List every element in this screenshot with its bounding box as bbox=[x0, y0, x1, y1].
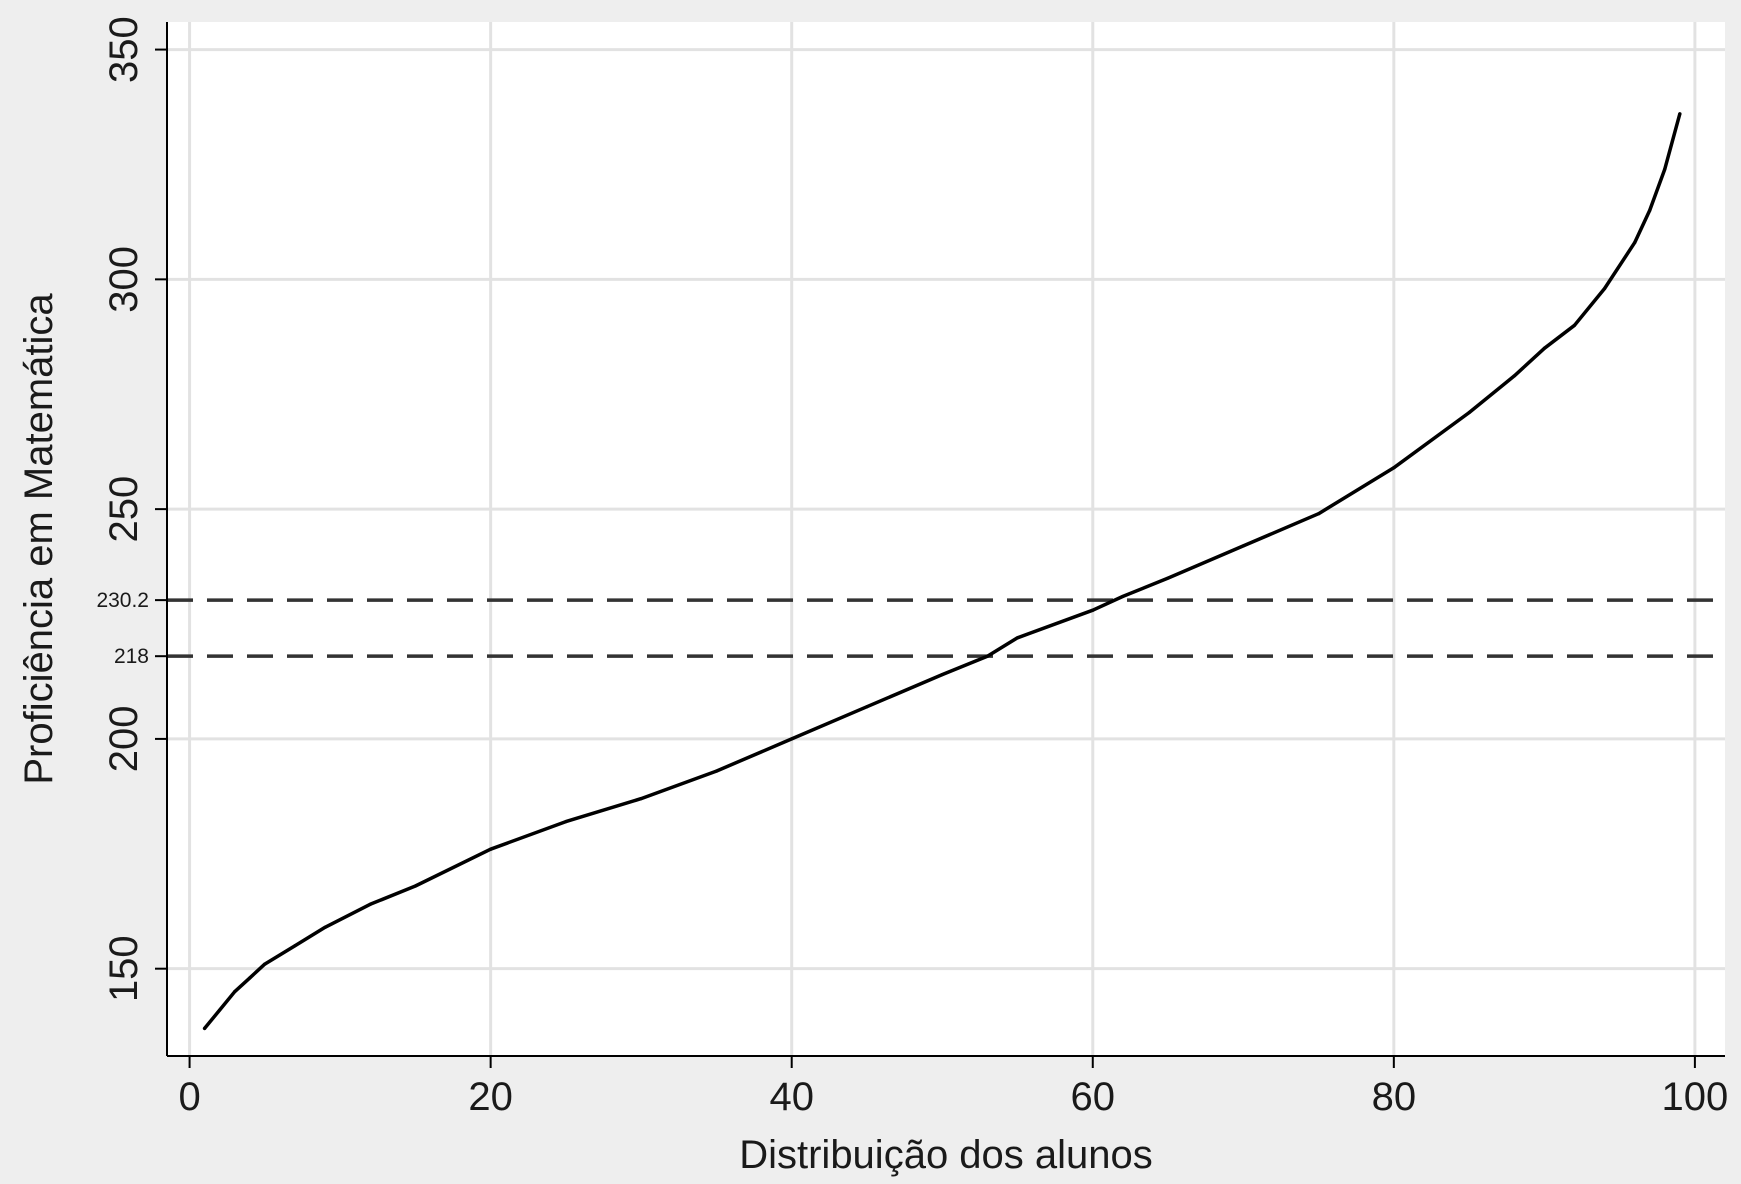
data-point bbox=[1121, 594, 1125, 599]
reference-lines bbox=[167, 598, 1725, 658]
data-point bbox=[1015, 636, 1020, 640]
x-tick-label: 80 bbox=[1372, 1075, 1417, 1119]
data-point bbox=[985, 654, 989, 658]
data-point bbox=[564, 820, 568, 824]
data-point bbox=[413, 884, 417, 888]
data-point bbox=[940, 672, 944, 677]
data-point bbox=[323, 925, 327, 929]
data-point bbox=[1633, 240, 1637, 245]
data-point bbox=[1663, 167, 1667, 171]
data-point bbox=[790, 737, 794, 741]
data-point bbox=[293, 944, 297, 948]
data-point bbox=[489, 847, 493, 851]
y-tick-label: 150 bbox=[102, 935, 146, 1002]
plot-area bbox=[167, 22, 1725, 1056]
series-layer bbox=[202, 112, 1682, 1031]
data-point bbox=[865, 705, 869, 709]
tick-layer: 0 20 40 60 80 100 150 200 250 300 350 230.2 218 bbox=[96, 16, 1728, 1119]
data-point bbox=[639, 797, 643, 801]
y-tick-label: 200 bbox=[102, 706, 146, 773]
x-tick-label: 60 bbox=[1071, 1075, 1116, 1119]
data-point bbox=[1392, 466, 1396, 470]
data-point bbox=[1241, 544, 1245, 548]
x-tick-label: 100 bbox=[1662, 1075, 1729, 1119]
data-point bbox=[263, 962, 267, 966]
reference-line-label: 218 bbox=[114, 645, 149, 668]
data-point bbox=[233, 990, 237, 994]
x-tick-label: 20 bbox=[468, 1075, 513, 1119]
data-point bbox=[248, 976, 252, 980]
x-tick-label: 0 bbox=[178, 1075, 200, 1119]
data-point bbox=[1602, 286, 1607, 291]
y-tick-label: 350 bbox=[102, 16, 146, 83]
y-tick-label: 300 bbox=[102, 246, 146, 313]
data-point bbox=[1678, 112, 1682, 116]
data-point bbox=[1512, 374, 1516, 378]
data-point bbox=[714, 769, 719, 773]
data-point bbox=[1091, 608, 1095, 612]
x-tick-label: 40 bbox=[769, 1075, 814, 1119]
grid-lines bbox=[167, 22, 1725, 1056]
y-axis-title: Proficiência em Matemática bbox=[17, 293, 61, 785]
x-axis-title: Distribuição dos alunos bbox=[739, 1133, 1153, 1177]
data-point bbox=[368, 902, 372, 906]
data-point bbox=[1542, 346, 1546, 350]
data-point bbox=[1467, 411, 1471, 415]
reference-line-label: 230.2 bbox=[96, 589, 149, 612]
data-point bbox=[203, 1026, 207, 1031]
data-point bbox=[1572, 323, 1577, 327]
data-point bbox=[1166, 576, 1170, 580]
data-point bbox=[218, 1008, 222, 1012]
data-point bbox=[1316, 512, 1321, 516]
y-tick-label: 250 bbox=[102, 476, 146, 543]
data-point bbox=[1648, 208, 1652, 213]
axes bbox=[166, 22, 1725, 1057]
